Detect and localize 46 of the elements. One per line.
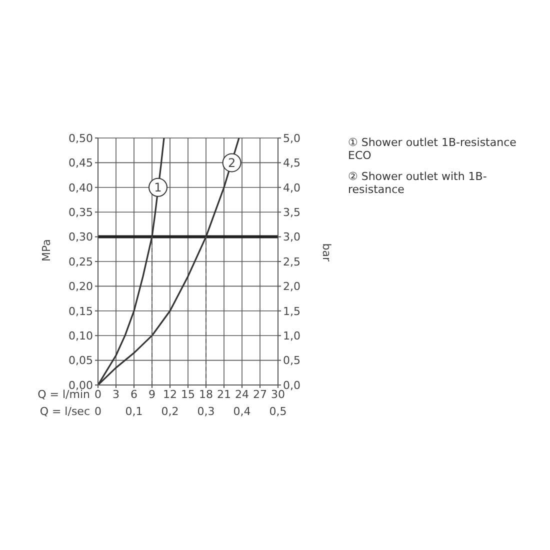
x2-tick-label: 0,2 (161, 405, 179, 418)
y-tick-label: 0,10 (68, 330, 93, 343)
x-tick-label: 9 (148, 388, 156, 401)
x-tick-label: 0 (94, 388, 102, 401)
y-tick-label: 0,40 (68, 181, 93, 194)
x-tick-label: 18 (199, 388, 213, 401)
y2-tick-label: 0,0 (283, 378, 300, 392)
x-tick-label: 21 (217, 388, 231, 401)
y2-axis-title: bar (320, 243, 334, 262)
x-tick-label: 3 (112, 388, 120, 401)
y2-tick-label: 2,0 (283, 280, 300, 294)
y-tick-label: 0,15 (68, 304, 93, 318)
y-tick-label: 0,25 (68, 255, 93, 268)
y2-tick-label: 0,5 (283, 354, 300, 368)
y-tick-label: 0,30 (68, 230, 93, 244)
x2-axis-title: Q = l/sec (40, 405, 90, 418)
x-tick-label: 15 (181, 388, 195, 401)
y2-tick-label: 3,5 (283, 206, 300, 220)
y2-tick-label: 5,0 (283, 132, 300, 145)
x-tick-label: 30 (271, 388, 285, 401)
y-tick-label: 0,05 (68, 354, 93, 368)
x2-tick-label: 0,1 (125, 405, 143, 418)
y-tick-label: 0,20 (68, 280, 93, 294)
annotation: 2 (228, 156, 236, 170)
text: ② Shower outlet with 1B-resistance (348, 170, 488, 196)
y-axis-title: MPa (40, 239, 53, 262)
y2-tick-label: 4,5 (283, 156, 300, 170)
x-tick-label: 12 (163, 388, 177, 401)
x-tick-label: 24 (235, 388, 249, 401)
y-tick-label: 0,50 (68, 132, 93, 145)
x2-tick-label: 0 (94, 405, 102, 418)
text: ① Shower outlet 1B-resistance ECO (348, 136, 518, 162)
x-tick-label: 27 (253, 388, 267, 401)
x-tick-label: 6 (130, 388, 138, 401)
x2-tick-label: 0,4 (233, 405, 251, 418)
x2-tick-label: 0,3 (197, 405, 215, 418)
x2-tick-label: 0,5 (269, 405, 287, 418)
y2-tick-label: 3,0 (283, 230, 300, 244)
y2-tick-label: 2,5 (283, 255, 300, 268)
y2-tick-label: 4,0 (283, 181, 300, 194)
y-tick-label: 0,45 (68, 156, 93, 170)
y-tick-label: 0,35 (68, 206, 93, 220)
annotation: 1 (154, 180, 162, 195)
y-tick-label: 0,00 (68, 378, 93, 392)
y2-tick-label: 1,0 (283, 330, 300, 343)
y2-tick-label: 1,5 (283, 304, 300, 318)
